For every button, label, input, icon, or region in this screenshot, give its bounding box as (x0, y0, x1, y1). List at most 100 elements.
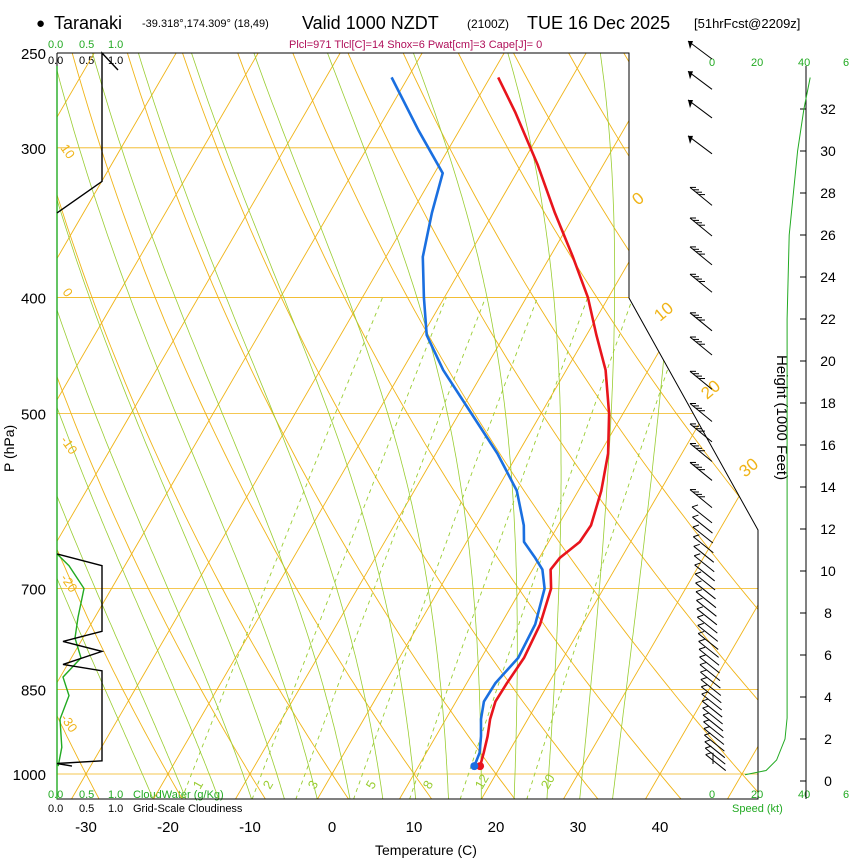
isotherm (562, 53, 758, 799)
thermo-grid (0, 32, 758, 800)
wind-barb-flag (688, 71, 693, 80)
wind-barb-feather (691, 504, 699, 508)
isotherm (152, 53, 599, 799)
speed-bottom-tick-3: 6 (843, 789, 849, 801)
dry-adiabat (393, 53, 758, 799)
wind-barb-feather (695, 580, 702, 584)
mixing-ratio-line (353, 297, 538, 799)
wind-barb (703, 728, 725, 745)
moist-adiabat (57, 53, 220, 799)
cl-top-tick-1: 0.5 (79, 55, 94, 67)
wind-barb-feather (697, 614, 704, 618)
pressure-tick-label: 400 (21, 290, 46, 307)
mixing-ratio-line (409, 297, 589, 799)
speed-top-tick-0: 0 (709, 57, 715, 69)
dry-adiabat (338, 53, 758, 799)
cw-bottom-tick-1: 0.5 (79, 789, 94, 801)
wind-barb (696, 608, 718, 626)
height-axis-label: Height (1000 Feet) (773, 355, 790, 480)
dry-adiabat (57, 53, 350, 799)
wind-barb-feather (701, 684, 708, 688)
wind-barb-feather (698, 646, 706, 650)
wind-barb (702, 714, 724, 732)
height-tick-label: 32 (820, 101, 836, 117)
height-tick-label: 20 (820, 353, 836, 369)
temp-tick-label: 0 (328, 819, 336, 836)
wind-barb (704, 741, 726, 759)
cloud-profiles (56, 51, 119, 799)
cw-bottom-tick-2: 1.0 (108, 789, 123, 801)
cw-top-tick-1: 0.5 (79, 39, 94, 51)
height-tick-label: 16 (820, 437, 836, 453)
pressure-tick-label: 700 (21, 581, 46, 598)
wind-barb (689, 489, 713, 508)
height-tick-label: 2 (824, 731, 832, 747)
isotherm (70, 53, 517, 799)
isotherm-label: 0 (628, 188, 647, 209)
wind-barb (689, 246, 713, 266)
wind-speed-profile (744, 77, 811, 776)
wind-barb (698, 648, 720, 666)
dry-adiabat-label: -20 (58, 571, 81, 595)
wind-barb (705, 754, 727, 771)
speed-bottom-tick-2: 40 (798, 789, 810, 801)
moist-adiabat (57, 53, 318, 799)
wind-barb (697, 633, 719, 650)
speed-top-ticks: 0 20 40 6 (709, 57, 849, 69)
wind-barb-feather (692, 524, 700, 528)
speed-top-tick-3: 6 (843, 57, 849, 69)
temperature-trace (478, 76, 611, 767)
moist-adiabat (579, 53, 616, 799)
isotherm (398, 53, 758, 799)
plot-frame (56, 52, 759, 800)
dry-adiabat (65, 53, 433, 799)
wind-barb-feather (704, 739, 711, 743)
wind-barb (689, 403, 713, 422)
wind-barb (698, 641, 719, 658)
cl-bottom-tick-2: 1.0 (108, 803, 123, 815)
wind-barb-feather (693, 543, 700, 547)
height-tick-label: 28 (820, 185, 836, 201)
mixing-ratio-line (295, 297, 487, 799)
mixing-ratio-label: 3 (305, 778, 322, 792)
isotherm (316, 53, 758, 799)
moist-adiabat (57, 53, 187, 799)
pressure-tick-label: 250 (21, 46, 46, 63)
speed-top-tick-2: 40 (798, 57, 810, 69)
dry-adiabat (57, 53, 183, 799)
wind-barb-flag (688, 135, 693, 144)
mixing-ratio-label: 20 (538, 771, 558, 791)
cl-bottom-tick-0: 0.0 (48, 803, 63, 815)
surface-dewpoint-marker (470, 762, 479, 771)
isotherm (57, 53, 189, 799)
wind-barb (701, 700, 723, 718)
wind-barb (702, 707, 723, 725)
cloudwater-bottom-ticks: 0.0 0.5 1.0 CloudWater (g/Kg) (48, 789, 224, 801)
height-tick-label: 6 (824, 647, 832, 663)
wind-barb (691, 506, 713, 524)
cl-bottom-tick-1: 0.5 (79, 803, 94, 815)
dry-adiabat (57, 53, 266, 799)
wind-barb (689, 273, 713, 293)
height-tick-label: 26 (820, 227, 836, 243)
wind-barb-feather (702, 698, 709, 702)
cloudiness-profile (56, 553, 105, 767)
moist-adiabat (245, 53, 449, 799)
wind-barb-flag (688, 41, 693, 49)
wind-barb (689, 312, 713, 332)
wind-barb-feather (696, 606, 704, 610)
wind-barb (697, 624, 719, 642)
dry-adiabat (0, 32, 16, 800)
wind-barb (689, 443, 713, 462)
wind-barb-flag (688, 99, 693, 108)
wind-barb-feather (701, 691, 708, 695)
cloudiness-bottom-ticks: 0.0 0.5 1.0 Grid-Scale Cloudiness (48, 803, 243, 815)
height-tick-label: 24 (820, 269, 836, 285)
valid-time: Valid 1000 NZDT (302, 13, 439, 33)
mixing-ratio-line (526, 297, 693, 799)
speed-axis-label: Speed (kt) (732, 803, 783, 815)
wind-barb (699, 664, 721, 681)
dry-adiabat (229, 53, 682, 799)
wind-barb (694, 573, 716, 591)
wind-barb (689, 187, 713, 206)
